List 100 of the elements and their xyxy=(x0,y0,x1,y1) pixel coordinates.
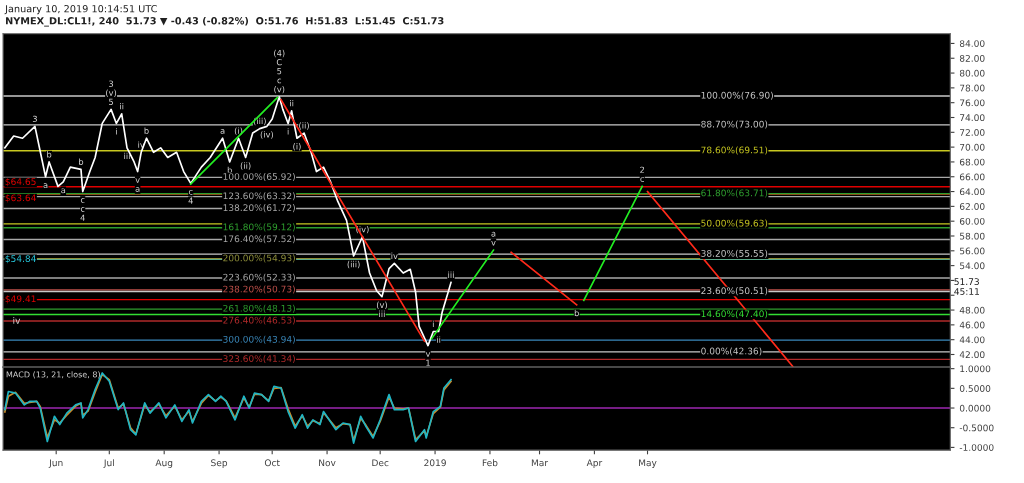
annotation: $63.64 xyxy=(5,194,36,203)
annotation: b xyxy=(574,309,579,317)
annotation: 4 xyxy=(188,197,193,204)
annotation: 14.60%(47.40) xyxy=(701,310,768,319)
y-tick-label: 72.00 xyxy=(960,129,985,136)
x-tick-label: Apr xyxy=(586,459,603,468)
annotation: a xyxy=(135,187,140,192)
y-tick-label: 58.00 xyxy=(960,232,985,240)
annotation: 1 xyxy=(426,359,430,366)
annotation: (v) xyxy=(274,85,285,94)
x-tick-label: Aug xyxy=(155,459,173,468)
annotation: 51.73 xyxy=(954,278,979,286)
x-tick-label: Jun xyxy=(48,459,63,468)
chart-subtitle: NYMEX_DL:CL1!, 240 51.73 ▼ -0.43 (-0.82%) O:51.76 H:51.83 L:51.45 C:51.73 xyxy=(6,16,444,27)
y-tick-label: 70.00 xyxy=(960,143,985,151)
x-tick-label: May xyxy=(639,459,657,468)
annotation: (i) xyxy=(293,143,301,151)
x-tick-label: Sep xyxy=(211,459,228,468)
annotation: v xyxy=(425,352,431,357)
annotation: ii xyxy=(290,99,294,107)
annotation: 4 xyxy=(80,214,85,221)
annotation: 176.40%(57.52) xyxy=(223,235,295,244)
annotation: 200.00%(54.93) xyxy=(223,254,295,263)
y-tick-label: 62.00 xyxy=(959,203,985,210)
annotation: 138.20%(61.72) xyxy=(223,204,295,213)
annotation: i xyxy=(287,128,289,135)
annotation: iii xyxy=(379,310,385,317)
annotation: a xyxy=(61,188,66,194)
annotation: 88.70%(73.00) xyxy=(701,120,768,129)
annotation: (iii) xyxy=(347,260,360,269)
y-tick-label: 64.00 xyxy=(959,188,985,196)
annotation: (ii) xyxy=(299,122,309,130)
annotation: i xyxy=(432,320,434,328)
annotation: (4) xyxy=(274,49,285,58)
annotation: $64.65 xyxy=(5,178,36,187)
annotation: 300.00%(43.94) xyxy=(223,335,295,344)
annotation: 261.80%(48.13) xyxy=(223,304,295,313)
annotation: c xyxy=(80,207,85,212)
annotation: 38.20%(55.55) xyxy=(701,249,768,258)
y-tick-label: 82.00 xyxy=(959,54,985,62)
y-tick-label: 46.00 xyxy=(959,321,985,329)
x-tick-label: Feb xyxy=(482,459,498,467)
annotation: $54.84 xyxy=(5,255,36,264)
annotation: v xyxy=(135,178,140,183)
y-tick-label: 0.0000 xyxy=(959,404,991,412)
annotation: 276.40%(46.53) xyxy=(223,316,295,325)
annotation: (iv) xyxy=(260,131,274,139)
annotation: 238.20%(50.73) xyxy=(223,285,295,294)
y-tick-label: 54.00 xyxy=(960,262,985,270)
y-tick-label: 66.00 xyxy=(959,173,985,181)
chart-title: MACD (13, 21, close, 8) xyxy=(6,371,100,379)
x-tick-label: 2019 xyxy=(424,459,446,467)
y-tick-label: 68.00 xyxy=(959,158,985,166)
y-tick-label: 48.00 xyxy=(959,306,985,314)
y-tick-label: -0.5000 xyxy=(959,424,994,432)
annotation: (ii) xyxy=(240,162,251,170)
y-tick-label: 60.00 xyxy=(959,217,985,225)
annotation: 100.00%(76.90) xyxy=(701,91,773,100)
annotation: v xyxy=(491,241,496,246)
annotation: 5 xyxy=(109,98,113,105)
annotation: ii xyxy=(120,102,124,110)
x-tick-label: Mar xyxy=(531,459,549,467)
annotation: c xyxy=(80,198,85,203)
annotation: iii xyxy=(448,271,454,278)
annotation: 3 xyxy=(32,115,37,122)
annotation: a xyxy=(43,183,48,189)
annotation: 0.00%(42.36) xyxy=(701,347,762,356)
annotation: b xyxy=(79,158,84,165)
y-tick-label: -1.0000 xyxy=(959,444,994,451)
annotation: b xyxy=(47,151,52,158)
x-tick-label: Oct xyxy=(264,459,280,467)
annotation: 161.80%(59.12) xyxy=(223,223,295,232)
y-tick-label: 80.00 xyxy=(959,69,985,77)
x-tick-label: Jul xyxy=(103,459,114,468)
annotation: a xyxy=(220,129,225,134)
annotation: $49.41 xyxy=(5,295,36,304)
annotation: 123.60%(63.32) xyxy=(223,192,295,201)
line-series xyxy=(4,95,452,347)
annotation: 23.60%(50.51) xyxy=(701,287,768,296)
chart-title: January 10, 2019 10:14:51 UTC xyxy=(4,5,157,15)
y-tick-label: 44.00 xyxy=(959,336,985,344)
annotation: iv xyxy=(391,252,398,259)
y-tick-label: 56.00 xyxy=(960,247,985,255)
annotation: 61.80%(63.71) xyxy=(701,189,768,198)
annotation: 78.60%(69.51) xyxy=(701,146,768,155)
annotation: 223.60%(52.33) xyxy=(223,273,295,282)
annotation: 100.00%(65.92) xyxy=(223,172,295,182)
y-tick-label: 0.5000 xyxy=(959,385,991,392)
annotation: 3 xyxy=(109,80,114,87)
annotation: i xyxy=(116,128,117,135)
annotation: 5 xyxy=(277,68,282,75)
y-tick-label: 84.00 xyxy=(959,40,985,47)
annotation: b xyxy=(144,127,149,134)
annotation: C xyxy=(276,58,282,66)
annotation: (iii) xyxy=(253,117,266,126)
annotation: (v) xyxy=(376,301,387,310)
y-tick-label: 76.00 xyxy=(960,99,985,107)
y-tick-label: 74.00 xyxy=(960,114,985,122)
y-tick-label: 42.00 xyxy=(959,351,985,359)
annotation: ii xyxy=(437,336,441,343)
